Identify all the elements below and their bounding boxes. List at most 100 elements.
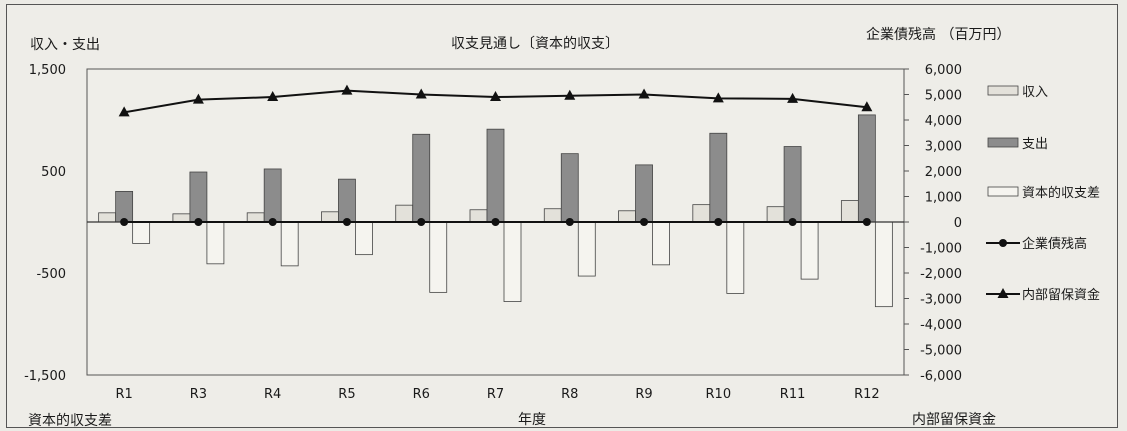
bar-資本的収支差-R3 bbox=[206, 221, 225, 265]
bar-支出-R4 bbox=[263, 168, 282, 223]
left-axis-label: 収入・支出 bbox=[30, 37, 100, 53]
bar-資本的収支差-R9 bbox=[652, 221, 670, 266]
right-tick-label: -1,000 bbox=[920, 242, 962, 257]
marker-企業債残高-R12 bbox=[862, 218, 871, 226]
right-tick-label: 4,000 bbox=[925, 114, 962, 129]
bar-支出-R6 bbox=[412, 133, 431, 223]
bar-資本的収支差-R11 bbox=[800, 221, 819, 280]
legend-label-資本的収支差: 資本的収支差 bbox=[1022, 185, 1100, 201]
right-tick-label: -5,000 bbox=[920, 344, 962, 359]
marker-企業債残高-R7 bbox=[491, 218, 500, 226]
legend-swatch-資本的収支差 bbox=[987, 186, 1019, 197]
marker-企業債残高-R11 bbox=[788, 218, 797, 226]
bar-支出-R3 bbox=[189, 171, 208, 223]
bar-支出-R1 bbox=[115, 190, 134, 223]
right-tick-label: 3,000 bbox=[925, 140, 962, 155]
marker-内部留保資金-R10 bbox=[712, 92, 724, 103]
marker-企業債残高-R8 bbox=[565, 218, 574, 226]
legend-marker-内部留保資金 bbox=[997, 288, 1009, 298]
marker-内部留保資金-R12 bbox=[861, 101, 873, 112]
left-tick-label: -1,500 bbox=[24, 369, 66, 384]
right-tick-label: 5,000 bbox=[925, 89, 962, 104]
legend-marker-企業債残高 bbox=[999, 239, 1007, 247]
bar-資本的収支差-R12 bbox=[874, 221, 893, 308]
x-tick-label: R8 bbox=[561, 387, 578, 402]
bar-収入-R12 bbox=[840, 200, 859, 223]
marker-内部留保資金-R7 bbox=[490, 91, 501, 102]
right-axis-bottom-label: 内部留保資金 bbox=[912, 412, 996, 428]
bar-収入-R11 bbox=[766, 206, 785, 223]
bar-資本的収支差-R5 bbox=[355, 221, 373, 256]
x-tick-label: R10 bbox=[706, 387, 732, 402]
bar-支出-R12 bbox=[857, 114, 876, 223]
right-tick-label: -3,000 bbox=[920, 293, 962, 308]
marker-内部留保資金-R6 bbox=[415, 88, 427, 99]
left-tick-label: -500 bbox=[36, 267, 66, 282]
bar-支出-R10 bbox=[709, 132, 728, 223]
legend-swatch-支出 bbox=[987, 137, 1019, 148]
x-tick-label: R6 bbox=[413, 387, 430, 402]
bar-収入-R7 bbox=[469, 209, 488, 223]
bar-資本的収支差-R1 bbox=[132, 221, 151, 244]
marker-内部留保資金-R3 bbox=[192, 93, 204, 104]
x-tick-label: R11 bbox=[780, 387, 806, 402]
bar-資本的収支差-R7 bbox=[503, 221, 522, 302]
marker-企業債残高-R6 bbox=[417, 218, 426, 226]
marker-内部留保資金-R4 bbox=[267, 91, 279, 102]
marker-企業債残高-R4 bbox=[268, 218, 277, 226]
bar-収入-R1 bbox=[98, 212, 117, 223]
bar-支出-R7 bbox=[486, 128, 505, 223]
bar-収入-R5 bbox=[321, 211, 339, 223]
bar-収入-R4 bbox=[246, 212, 265, 223]
marker-内部留保資金-R5 bbox=[341, 84, 353, 95]
bar-資本的収支差-R4 bbox=[280, 221, 299, 267]
bar-収入-R10 bbox=[692, 204, 711, 223]
legend-label-内部留保資金: 内部留保資金 bbox=[1022, 287, 1100, 303]
marker-企業債残高-R10 bbox=[714, 218, 723, 226]
legend-label-企業債残高: 企業債残高 bbox=[1022, 236, 1087, 252]
marker-企業債残高-R3 bbox=[194, 218, 203, 226]
bar-収入-R6 bbox=[395, 204, 414, 223]
right-tick-label: 6,000 bbox=[925, 63, 962, 78]
marker-企業債残高-R1 bbox=[120, 218, 129, 226]
bar-収入-R9 bbox=[618, 210, 636, 223]
right-tick-label: 0 bbox=[954, 216, 962, 231]
legend-label-収入: 収入 bbox=[1022, 85, 1048, 100]
chart-title: 収支見通し〔資本的収支〕 bbox=[451, 36, 619, 52]
bar-資本的収支差-R8 bbox=[577, 221, 596, 277]
x-axis-label: 年度 bbox=[518, 412, 546, 428]
right-tick-label: -2,000 bbox=[920, 267, 962, 282]
x-tick-label: R4 bbox=[264, 387, 281, 402]
left-axis-bottom-label: 資本的収支差 bbox=[28, 413, 112, 429]
bar-支出-R9 bbox=[635, 164, 653, 223]
marker-内部留保資金-R8 bbox=[564, 89, 576, 100]
marker-内部留保資金-R11 bbox=[787, 92, 799, 103]
right-tick-label: -4,000 bbox=[920, 318, 962, 333]
bar-収入-R3 bbox=[172, 213, 191, 223]
bar-支出-R11 bbox=[783, 146, 802, 223]
right-tick-label: 2,000 bbox=[925, 165, 962, 180]
marker-内部留保資金-R1 bbox=[118, 106, 130, 117]
x-tick-label: R1 bbox=[115, 387, 132, 402]
bar-収入-R8 bbox=[543, 208, 562, 223]
legend-swatch-収入 bbox=[987, 85, 1019, 96]
left-tick-label: 500 bbox=[41, 165, 66, 180]
right-tick-label: -6,000 bbox=[920, 369, 962, 384]
bar-支出-R5 bbox=[338, 178, 356, 223]
bar-資本的収支差-R6 bbox=[429, 221, 448, 293]
right-axis-label: 企業債残高 （百万円） bbox=[866, 26, 1010, 43]
right-tick-label: 1,000 bbox=[925, 191, 962, 206]
x-tick-label: R7 bbox=[487, 387, 504, 402]
bar-資本的収支差-R10 bbox=[726, 221, 745, 294]
x-tick-label: R5 bbox=[338, 387, 355, 402]
x-tick-label: R3 bbox=[190, 387, 207, 402]
marker-企業債残高-R9 bbox=[640, 218, 649, 226]
bar-支出-R8 bbox=[560, 153, 579, 223]
left-tick-label: 1,500 bbox=[29, 63, 66, 78]
marker-内部留保資金-R9 bbox=[638, 88, 650, 99]
marker-企業債残高-R5 bbox=[342, 218, 351, 226]
x-tick-label: R12 bbox=[854, 387, 880, 402]
x-tick-label: R9 bbox=[635, 387, 652, 402]
legend-label-支出: 支出 bbox=[1022, 137, 1048, 152]
